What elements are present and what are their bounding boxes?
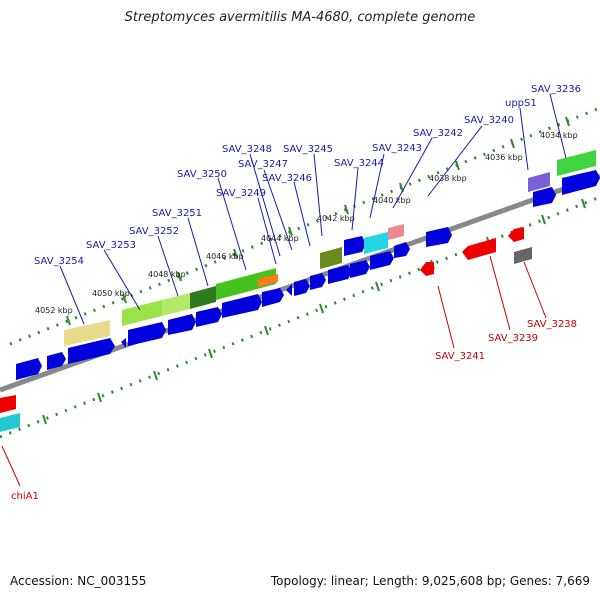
kbp-tick-label: 4040 kbp [373, 196, 411, 205]
gene-block[interactable] [364, 232, 388, 254]
forward-gene-arrow[interactable] [196, 307, 222, 327]
gene-label[interactable]: SAV_3247 [238, 159, 288, 170]
highlighted-gene-track [64, 150, 596, 346]
forward-gene-arrow[interactable] [344, 236, 366, 256]
forward-gene-arrow[interactable] [222, 294, 262, 318]
gene-label[interactable]: uppS1 [505, 98, 537, 109]
kbp-tick-label: 4038 kbp [429, 174, 467, 183]
reverse-gene-arrow[interactable] [0, 395, 16, 413]
kbp-tick-label: 4048 kbp [148, 270, 186, 279]
gene-block[interactable] [122, 300, 162, 326]
forward-gene-arrow[interactable] [128, 322, 166, 346]
gene-label[interactable]: chiA1 [11, 491, 39, 502]
kbp-tick-label: 4050 kbp [92, 289, 130, 298]
forward-gene-arrow[interactable] [370, 251, 394, 270]
forward-gene-arrow[interactable] [121, 338, 126, 348]
forward-gene-arrow[interactable] [168, 314, 196, 335]
forward-gene-arrow[interactable] [68, 338, 115, 364]
gene-label[interactable]: SAV_3244 [334, 158, 384, 169]
gene-block[interactable] [528, 172, 550, 192]
gene-label[interactable]: SAV_3241 [435, 351, 485, 362]
gene-block[interactable] [258, 274, 278, 287]
gene-block[interactable] [388, 224, 404, 240]
forward-gene-arrow[interactable] [294, 279, 310, 296]
forward-label-leaders [59, 93, 567, 325]
forward-gene-arrow[interactable] [47, 352, 66, 370]
gene-label[interactable]: SAV_3251 [152, 208, 202, 219]
kbp-tick-label: 4046 kbp [206, 252, 244, 261]
gene-label[interactable]: SAV_3245 [283, 144, 333, 155]
gene-block[interactable] [320, 247, 342, 269]
gene-block[interactable] [162, 293, 190, 316]
gene-label[interactable]: SAV_3240 [464, 115, 514, 126]
forward-gene-arrow[interactable] [350, 260, 370, 278]
gene-label[interactable]: SAV_3252 [129, 226, 179, 237]
gene-label[interactable]: SAV_3249 [216, 188, 266, 199]
gene-label[interactable]: SAV_3243 [372, 143, 422, 154]
kbp-tick-label: 4044 kbp [261, 234, 299, 243]
reverse-gene-block[interactable] [514, 247, 532, 264]
reverse-gene-arrow[interactable] [462, 238, 496, 260]
gene-block[interactable] [557, 150, 596, 176]
forward-gene-track [16, 170, 600, 380]
accession-text: Accession: NC_003155 [10, 574, 147, 588]
kbp-tick-label: 4052 kbp [35, 306, 73, 315]
gene-label[interactable]: SAV_3246 [262, 173, 312, 184]
gene-block[interactable] [64, 320, 110, 346]
forward-gene-arrow[interactable] [262, 288, 284, 307]
genome-title: Streptomyces avermitilis MA-4680, comple… [124, 10, 476, 25]
gene-label[interactable]: SAV_3236 [531, 84, 581, 95]
gene-label[interactable]: SAV_3239 [488, 333, 538, 344]
kbp-tick-label: 4042 kbp [317, 214, 355, 223]
major-ticks [42, 116, 586, 425]
gene-label[interactable]: SAV_3250 [177, 169, 227, 180]
gene-label[interactable]: SAV_3242 [413, 128, 463, 139]
reverse-gene-block[interactable] [0, 413, 20, 432]
forward-gene-arrow[interactable] [426, 227, 452, 247]
gene-block[interactable] [216, 268, 276, 300]
gene-block[interactable] [190, 286, 216, 309]
reverse-gene-arrow[interactable] [420, 262, 434, 276]
reverse-gene-track [0, 227, 532, 432]
forward-gene-arrow[interactable] [394, 242, 410, 258]
forward-gene-arrow[interactable] [562, 170, 600, 195]
forward-gene-arrow[interactable] [328, 265, 352, 284]
forward-gene-arrow[interactable] [310, 273, 326, 290]
gene-label[interactable]: SAV_3254 [34, 256, 84, 267]
reverse-gene-arrow[interactable] [508, 227, 524, 242]
kbp-tick-label: 4034 kbp [540, 131, 578, 140]
gene-label[interactable]: SAV_3238 [527, 319, 577, 330]
kbp-tick-label: 4036 kbp [485, 153, 523, 162]
forward-gene-arrow[interactable] [16, 358, 42, 380]
forward-gene-arrow[interactable] [533, 187, 556, 207]
reverse-tick-track [0, 195, 600, 439]
forward-gene-arrow[interactable] [286, 284, 292, 296]
genome-summary-text: Topology: linear; Length: 9,025,608 bp; … [270, 574, 590, 588]
gene-label[interactable]: SAV_3253 [86, 240, 136, 251]
reverse-label-leaders [1, 255, 547, 487]
gene-label[interactable]: SAV_3248 [222, 144, 272, 155]
